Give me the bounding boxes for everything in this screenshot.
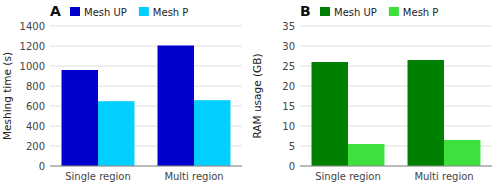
grid-line xyxy=(50,66,242,67)
x-tick-label: Single region xyxy=(65,171,131,182)
y-tick-label: 20 xyxy=(282,81,295,92)
bar xyxy=(98,101,134,166)
bar xyxy=(444,140,480,166)
y-tick-label: 1200 xyxy=(20,41,45,52)
x-axis-line xyxy=(300,166,492,167)
legend-swatch xyxy=(320,7,330,16)
y-tick-label: 0 xyxy=(39,161,45,172)
title: A xyxy=(50,3,61,19)
y-tick-label: 25 xyxy=(282,61,295,72)
y-tick-label: 15 xyxy=(282,101,295,112)
panel: 0 200 400 600 800 1000 1200 1400 Meshing time (s… xyxy=(1,3,242,182)
chart-svg: 0200400600800100012001400Meshing time (s… xyxy=(0,0,500,192)
grid-line xyxy=(300,46,492,47)
x-tick-label: Single region xyxy=(315,171,381,182)
legend-swatch xyxy=(389,7,399,16)
bar xyxy=(312,62,348,166)
title: B xyxy=(300,3,311,19)
y-tick-label: 5 xyxy=(289,141,295,152)
x-tick-label: Multi region xyxy=(164,171,223,182)
y-tick-label: 0 xyxy=(289,161,295,172)
legend-swatch xyxy=(139,7,149,16)
y-tick-label: 1000 xyxy=(20,61,45,72)
bar xyxy=(194,100,230,166)
grid-line xyxy=(50,166,242,167)
bars xyxy=(312,60,481,166)
y-tick-label: 200 xyxy=(26,141,45,152)
y-tick-label: 30 xyxy=(282,41,295,52)
grid-line xyxy=(300,166,492,167)
grid-line xyxy=(50,26,242,27)
y-tick-label: 10 xyxy=(282,121,295,132)
legend-label: Mesh P xyxy=(403,7,439,18)
y-tick-label: 800 xyxy=(26,81,45,92)
legend-label: Mesh UP xyxy=(334,7,377,18)
y-tick-label: 1400 xyxy=(20,21,45,32)
legend-label: Mesh P xyxy=(153,7,189,18)
y-axis-label: Meshing time (s) xyxy=(1,52,13,140)
y-tick-label: 400 xyxy=(26,121,45,132)
grid-line xyxy=(300,26,492,27)
bars xyxy=(62,46,231,167)
y-tick-label: 600 xyxy=(26,101,45,112)
legend-swatch xyxy=(70,7,80,16)
grid-line xyxy=(50,46,242,47)
y-tick-label: 35 xyxy=(282,21,295,32)
legend-label: Mesh UP xyxy=(84,7,127,18)
bar xyxy=(62,70,98,166)
bar xyxy=(158,46,194,167)
y-axis-label: RAM usage (GB) xyxy=(251,53,263,138)
panel: 0 5 10 15 20 25 30 35 RAM usage (GB) Single regio… xyxy=(251,3,492,182)
x-tick-label: Multi region xyxy=(414,171,473,182)
x-axis-line xyxy=(50,166,242,167)
bar xyxy=(408,60,444,166)
chart-container: 0200400600800100012001400Meshing time (s… xyxy=(0,0,500,192)
bar xyxy=(348,144,384,166)
